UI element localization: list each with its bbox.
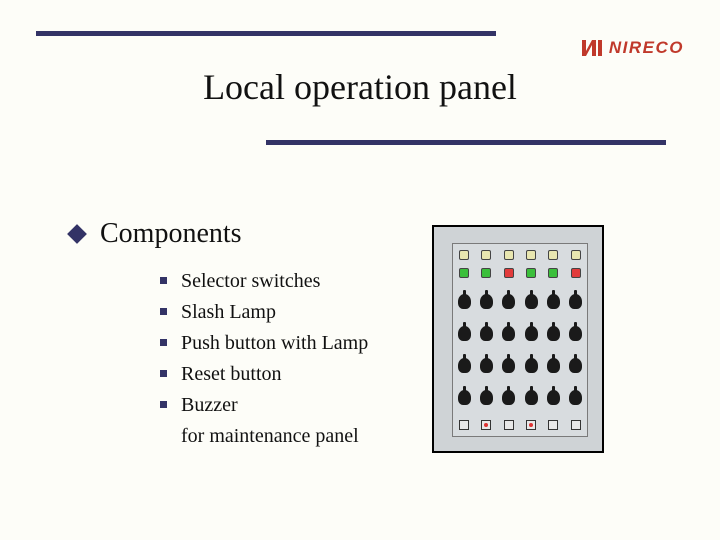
slide: NIRECO Local operation panel Components … — [0, 0, 720, 540]
heading-row: Components — [70, 218, 242, 250]
list-item-label: Slash Lamp — [181, 297, 276, 328]
lamp-row — [453, 268, 587, 278]
selector-knob-icon — [547, 294, 560, 309]
selector-knob-icon — [502, 358, 515, 373]
square-button-icon — [504, 420, 514, 430]
lamp-icon — [548, 268, 558, 278]
top-rule — [36, 31, 496, 36]
lamp-row — [453, 250, 587, 260]
selector-knob-icon — [480, 358, 493, 373]
list-item: Push button with Lamp — [160, 328, 368, 359]
selector-knob-icon — [480, 294, 493, 309]
list-item-label: Reset button — [181, 359, 282, 390]
square-bullet-icon — [160, 370, 167, 377]
selector-knob-icon — [569, 390, 582, 405]
selector-knob-icon — [458, 326, 471, 341]
list-item: Slash Lamp — [160, 297, 368, 328]
square-button-icon — [481, 420, 491, 430]
selector-knob-icon — [525, 390, 538, 405]
lamp-icon — [481, 250, 491, 260]
knob-row — [453, 358, 587, 373]
selector-knob-icon — [547, 390, 560, 405]
panel-face — [452, 243, 588, 437]
selector-knob-icon — [569, 326, 582, 341]
panel-image — [432, 225, 604, 453]
square-button-icon — [571, 420, 581, 430]
bullet-list: Selector switches Slash Lamp Push button… — [160, 266, 368, 452]
lamp-icon — [571, 268, 581, 278]
lamp-icon — [526, 268, 536, 278]
selector-knob-icon — [569, 294, 582, 309]
selector-knob-icon — [502, 326, 515, 341]
knob-row — [453, 294, 587, 309]
selector-knob-icon — [547, 358, 560, 373]
list-item: Selector switches — [160, 266, 368, 297]
diamond-bullet-icon — [67, 224, 87, 244]
list-item: Buzzer — [160, 390, 368, 421]
list-item: Reset button — [160, 359, 368, 390]
knob-row — [453, 390, 587, 405]
selector-knob-icon — [458, 390, 471, 405]
lamp-icon — [526, 250, 536, 260]
title-rule — [266, 140, 666, 145]
lamp-icon — [504, 268, 514, 278]
list-item-label: Buzzer — [181, 390, 238, 421]
square-bullet-icon — [160, 308, 167, 315]
logo-text: NIRECO — [609, 38, 684, 58]
lamp-icon — [459, 250, 469, 260]
selector-knob-icon — [525, 326, 538, 341]
square-button-icon — [548, 420, 558, 430]
list-item-label: Push button with Lamp — [181, 328, 368, 359]
selector-knob-icon — [480, 390, 493, 405]
square-bullet-icon — [160, 277, 167, 284]
selector-knob-icon — [480, 326, 493, 341]
lamp-icon — [481, 268, 491, 278]
page-title: Local operation panel — [0, 66, 720, 108]
selector-knob-icon — [525, 358, 538, 373]
sq-row — [453, 420, 587, 430]
lamp-icon — [459, 268, 469, 278]
selector-knob-icon — [525, 294, 538, 309]
selector-knob-icon — [458, 294, 471, 309]
heading-text: Components — [100, 218, 242, 250]
lamp-icon — [504, 250, 514, 260]
logo-mark-icon — [581, 38, 603, 58]
knob-row — [453, 326, 587, 341]
lamp-icon — [571, 250, 581, 260]
square-bullet-icon — [160, 401, 167, 408]
selector-knob-icon — [502, 294, 515, 309]
selector-knob-icon — [547, 326, 560, 341]
logo: NIRECO — [581, 38, 684, 58]
square-button-icon — [526, 420, 536, 430]
selector-knob-icon — [502, 390, 515, 405]
list-item-continuation: for maintenance panel — [181, 421, 368, 452]
lamp-icon — [548, 250, 558, 260]
square-bullet-icon — [160, 339, 167, 346]
square-button-icon — [459, 420, 469, 430]
selector-knob-icon — [458, 358, 471, 373]
list-item-label: Selector switches — [181, 266, 320, 297]
selector-knob-icon — [569, 358, 582, 373]
